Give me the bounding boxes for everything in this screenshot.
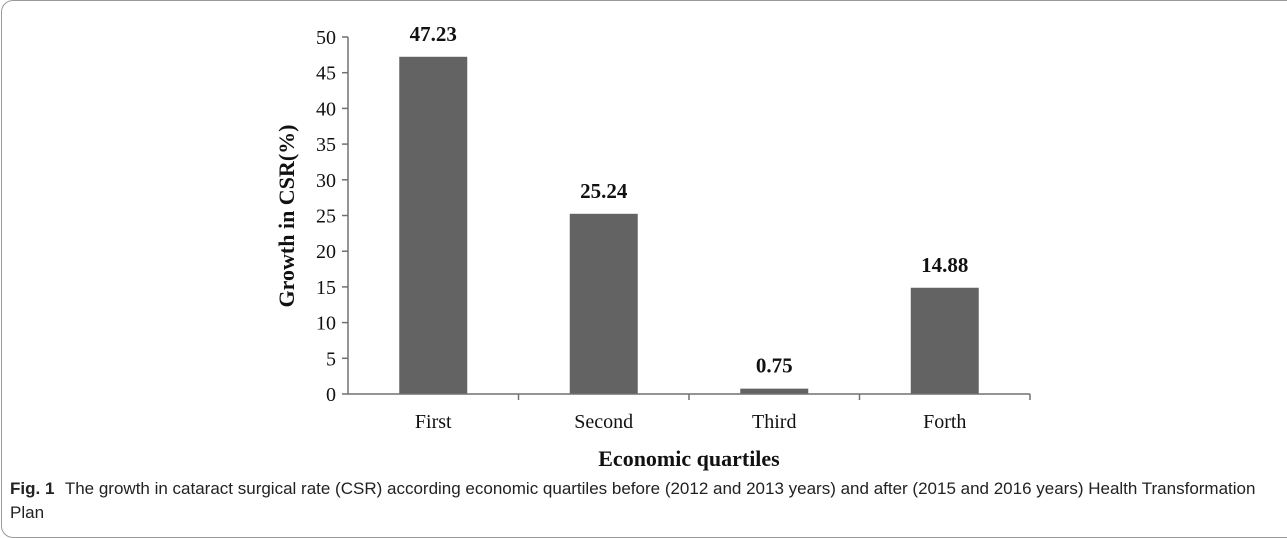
category-label-third: Third: [752, 411, 796, 433]
y-tick-label: 5: [326, 348, 336, 370]
y-tick-label: 15: [316, 277, 336, 299]
y-tick-label: 50: [316, 27, 336, 49]
data-label-second: 25.24: [580, 179, 628, 203]
y-tick-label: 10: [316, 313, 336, 335]
y-axis-title: Growth in CSR(%): [274, 125, 299, 308]
y-tick-label: 0: [326, 384, 336, 406]
y-tick-label: 25: [316, 206, 336, 228]
data-label-forth: 14.88: [921, 253, 968, 277]
data-labels: 47.23 25.24 0.75 14.88: [410, 22, 969, 378]
y-tick-label: 30: [316, 170, 336, 192]
data-label-third: 0.75: [756, 354, 793, 378]
category-label-forth: Forth: [923, 411, 966, 433]
bar-first: [399, 56, 468, 394]
data-label-first: 47.23: [410, 22, 457, 46]
bar-chart: 0 5 10 15 20 25 30 35 40 45 50 47.23 25.24 0.75 14.88…: [274, 22, 1031, 471]
figure-caption: Fig. 1 The growth in cataract surgical r…: [10, 477, 1270, 525]
caption-label: Fig. 1: [10, 479, 55, 498]
y-tick-label: 35: [316, 134, 336, 156]
y-tick-label: 20: [316, 241, 336, 263]
x-axis-categories: First Second Third Forth: [415, 394, 1031, 433]
category-label-first: First: [415, 411, 452, 433]
bar-second: [569, 213, 638, 394]
x-axis-title: Economic quartiles: [598, 446, 780, 471]
bar-forth: [910, 287, 979, 394]
caption-text: The growth in cataract surgical rate (CS…: [10, 479, 1256, 522]
y-tick-label: 45: [316, 63, 336, 85]
category-label-second: Second: [574, 411, 633, 433]
bars: [399, 56, 979, 394]
y-tick-label: 40: [316, 98, 336, 120]
bar-third: [740, 388, 809, 394]
y-axis-ticks: 0 5 10 15 20 25 30 35 40 45 50: [316, 27, 348, 406]
